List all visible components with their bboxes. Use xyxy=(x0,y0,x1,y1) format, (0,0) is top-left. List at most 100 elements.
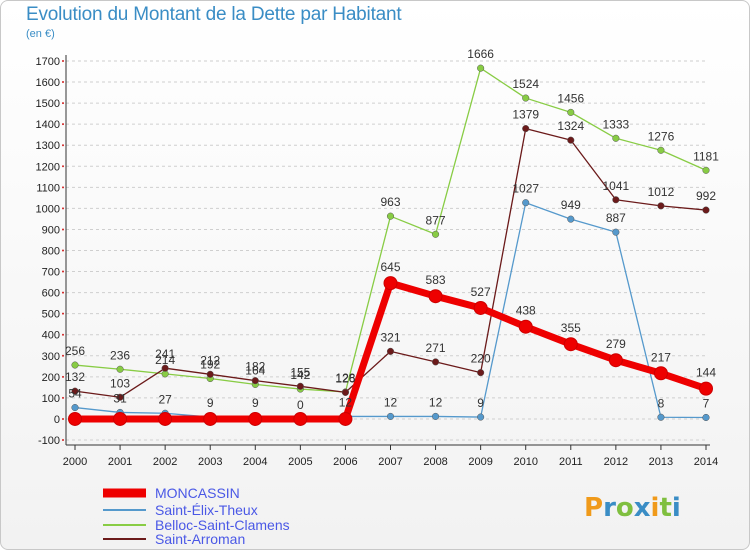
y-tick-label: 1500 xyxy=(36,98,60,110)
x-tick-label: 2013 xyxy=(649,456,673,468)
data-label: 1027 xyxy=(512,182,539,196)
data-label: 877 xyxy=(426,213,446,227)
data-point xyxy=(653,366,668,381)
y-tick-mark xyxy=(62,102,64,105)
x-tick-label: 2010 xyxy=(513,456,537,468)
y-tick-mark xyxy=(62,81,64,84)
y-tick-label: -100 xyxy=(38,435,60,447)
data-label: 1181 xyxy=(693,149,719,163)
x-tick-label: 2006 xyxy=(333,456,357,468)
data-point xyxy=(338,411,353,426)
data-point xyxy=(113,411,128,426)
data-point xyxy=(518,319,533,334)
legend-label: Belloc-Saint-Clamens xyxy=(155,517,290,533)
data-label: 214 xyxy=(155,353,175,367)
data-label: 128 xyxy=(335,371,355,385)
data-point xyxy=(612,134,620,142)
y-tick-mark xyxy=(62,186,64,189)
data-label: 54 xyxy=(68,387,82,401)
y-tick-mark xyxy=(62,312,64,315)
data-label: 126 xyxy=(335,371,355,385)
x-tick-label: 2012 xyxy=(604,456,628,468)
data-label: 142 xyxy=(290,368,310,382)
data-point xyxy=(116,393,124,401)
x-tick-label: 2011 xyxy=(559,456,583,468)
data-point xyxy=(699,381,713,396)
y-tick-label: 1400 xyxy=(36,119,60,131)
data-point xyxy=(428,289,443,304)
data-point xyxy=(341,388,349,396)
data-point xyxy=(386,412,395,420)
y-tick-mark xyxy=(62,354,64,357)
y-tick-mark xyxy=(62,333,64,336)
data-point xyxy=(567,136,575,144)
data-label: 212 xyxy=(200,353,220,367)
y-tick-mark xyxy=(62,375,64,378)
data-point xyxy=(657,413,665,421)
data-label: 1276 xyxy=(648,129,675,143)
x-tick-label: 2004 xyxy=(243,456,267,468)
data-label: 12 xyxy=(384,395,398,409)
data-label: 355 xyxy=(561,321,581,335)
data-label: 164 xyxy=(245,363,265,377)
data-label: 992 xyxy=(696,189,716,203)
data-label: 321 xyxy=(380,330,400,344)
data-point xyxy=(522,125,530,133)
y-tick-mark xyxy=(62,60,64,62)
y-tick-mark xyxy=(62,396,64,399)
data-label: 1666 xyxy=(467,47,494,61)
data-label: 256 xyxy=(65,344,85,358)
y-tick-label: 700 xyxy=(42,267,60,279)
data-label: 271 xyxy=(426,341,446,355)
data-point xyxy=(68,411,82,426)
data-point xyxy=(522,94,530,102)
data-point xyxy=(71,387,79,395)
data-label: 241 xyxy=(155,347,175,361)
y-tick-label: 1100 xyxy=(36,182,60,194)
data-label: 438 xyxy=(516,304,536,318)
y-tick-label: 900 xyxy=(42,224,60,236)
data-label: 1041 xyxy=(603,179,630,193)
data-label: 192 xyxy=(200,358,220,372)
legend-label: Saint-Élix-Theux xyxy=(155,502,258,518)
data-point xyxy=(477,64,485,72)
data-point xyxy=(563,337,578,352)
data-label: 9 xyxy=(477,396,484,410)
data-point xyxy=(248,411,263,426)
y-tick-mark xyxy=(62,417,64,420)
data-point xyxy=(432,230,440,238)
data-label: 645 xyxy=(380,260,400,274)
data-point xyxy=(432,358,440,366)
data-point xyxy=(473,300,488,315)
y-tick-label: 1200 xyxy=(36,161,60,173)
grid xyxy=(66,60,708,441)
y-tick-label: 300 xyxy=(42,351,60,363)
data-label: 949 xyxy=(561,198,581,212)
y-tick-mark xyxy=(62,291,64,294)
data-label: 0 xyxy=(297,398,304,412)
data-label: 1012 xyxy=(648,185,675,199)
chart-title: Evolution du Montant de la Dette par Hab… xyxy=(26,4,402,25)
data-label: 31 xyxy=(113,391,127,405)
y-tick-mark xyxy=(62,439,64,441)
y-tick-label: 1700 xyxy=(36,56,60,68)
data-label: 27 xyxy=(158,392,172,406)
data-point xyxy=(612,196,620,204)
x-tick-label: 2007 xyxy=(378,456,402,468)
data-point xyxy=(203,411,218,426)
x-tick-label: 2002 xyxy=(153,456,177,468)
data-label: 182 xyxy=(245,360,265,374)
y-tick-mark xyxy=(62,123,64,126)
series-line xyxy=(74,202,707,420)
data-point xyxy=(383,276,398,291)
data-label: 887 xyxy=(606,211,626,225)
y-tick-label: 100 xyxy=(42,393,60,405)
data-label: 9 xyxy=(252,396,259,410)
data-label: 144 xyxy=(696,366,716,380)
data-point xyxy=(386,212,395,220)
x-tick-label: 2009 xyxy=(468,456,492,468)
data-point xyxy=(116,365,124,373)
data-point xyxy=(608,353,623,368)
